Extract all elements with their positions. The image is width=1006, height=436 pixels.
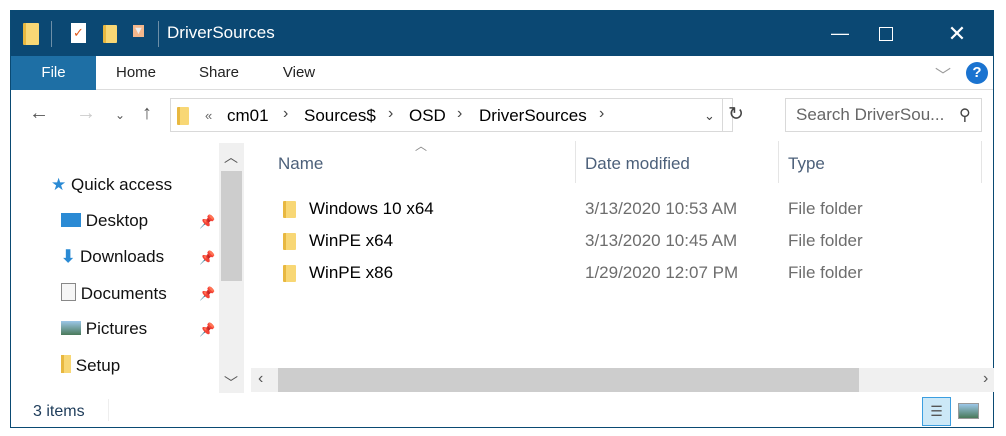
- column-header-date[interactable]: Date modified: [585, 154, 690, 173]
- sidebar-item-label: Pictures: [85, 319, 148, 338]
- column-header-name[interactable]: Name: [278, 154, 324, 173]
- tab-share[interactable]: Share: [198, 64, 240, 81]
- file-date: 3/13/2020 10:53 AM: [585, 199, 738, 218]
- address-bar[interactable]: « cm01 › Sources$ › OSD › DriverSources …: [170, 98, 744, 132]
- sidebar-item-label: Setup: [75, 356, 121, 375]
- status-item-count: 3 items: [33, 403, 85, 420]
- minimize-button[interactable]: —: [831, 23, 849, 43]
- sidebar-item-label: Desktop: [85, 211, 149, 230]
- scrollbar-thumb[interactable]: [221, 171, 242, 281]
- folder-icon: [283, 233, 296, 250]
- breadcrumb-cm01[interactable]: cm01: [227, 106, 269, 125]
- window-title: DriverSources: [167, 23, 275, 42]
- breadcrumb-osd[interactable]: OSD: [409, 106, 446, 125]
- chevron-right-icon[interactable]: ›: [283, 105, 289, 122]
- breadcrumb-driversources[interactable]: DriverSources: [479, 106, 587, 125]
- folder-icon: [23, 23, 39, 45]
- address-dropdown-icon[interactable]: ⌄: [704, 108, 715, 123]
- tab-home[interactable]: Home: [115, 64, 156, 81]
- tab-view[interactable]: View: [282, 64, 316, 81]
- up-button[interactable]: ↑: [142, 102, 152, 124]
- properties-icon[interactable]: ✓: [71, 23, 86, 43]
- sidebar-item-label: Quick access: [70, 175, 173, 194]
- ribbon: File Home Share View ﹀ ?: [11, 56, 993, 90]
- sidebar-item-label: Downloads: [79, 247, 165, 266]
- desktop-icon: [61, 213, 81, 227]
- file-type: File folder: [788, 199, 863, 218]
- navigation-pane: ★ Quick access Desktop 📌 ⬇ Downloads 📌 D…: [11, 142, 247, 392]
- expand-ribbon-icon[interactable]: ﹀: [935, 68, 952, 85]
- scrollbar-thumb[interactable]: [278, 368, 859, 392]
- title-bar: ✓ ▼ DriverSources — ✕: [11, 11, 993, 56]
- sidebar-item-pictures[interactable]: Pictures: [61, 319, 147, 339]
- download-icon: ⬇: [61, 247, 76, 266]
- column-header-type[interactable]: Type: [788, 154, 825, 173]
- file-name[interactable]: WinPE x64: [309, 231, 394, 250]
- sidebar-item-desktop[interactable]: Desktop: [61, 211, 148, 231]
- horizontal-scrollbar[interactable]: ‹ ›: [251, 368, 994, 392]
- sidebar-item-downloads[interactable]: ⬇ Downloads: [61, 247, 164, 267]
- pin-icon[interactable]: 📌: [199, 322, 216, 337]
- file-type: File folder: [788, 263, 863, 282]
- sidebar-item-setup[interactable]: Setup: [61, 355, 120, 376]
- sort-ascending-icon: ︿: [415, 139, 428, 153]
- folder-icon: [61, 355, 71, 373]
- breadcrumb-sources[interactable]: Sources$: [304, 106, 376, 125]
- sidebar-item-label: Documents: [80, 284, 167, 303]
- folder-icon: [283, 201, 296, 218]
- file-name[interactable]: WinPE x86: [309, 263, 394, 282]
- file-type: File folder: [788, 231, 863, 250]
- search-icon: ⚲: [959, 107, 971, 124]
- folder-icon: [283, 265, 296, 282]
- documents-icon: [61, 283, 76, 301]
- details-view-button[interactable]: ☰: [922, 397, 951, 426]
- refresh-icon[interactable]: ↻: [728, 104, 744, 125]
- overflow-chevron[interactable]: «: [205, 108, 213, 123]
- pin-icon[interactable]: 📌: [199, 214, 216, 229]
- chevron-right-icon[interactable]: ›: [599, 105, 605, 122]
- large-icons-view-button[interactable]: [958, 403, 979, 419]
- sidebar-scrollbar[interactable]: ︿ ﹀: [219, 143, 244, 393]
- pin-icon[interactable]: 📌: [199, 250, 216, 265]
- new-folder-icon[interactable]: [103, 25, 117, 43]
- help-button[interactable]: ?: [966, 62, 988, 84]
- file-date: 1/29/2020 12:07 PM: [585, 263, 739, 282]
- file-date: 3/13/2020 10:45 AM: [585, 231, 738, 250]
- pictures-icon: [61, 321, 81, 335]
- close-button[interactable]: ✕: [947, 21, 967, 46]
- sidebar-item-quick-access[interactable]: ★ Quick access: [51, 175, 173, 194]
- chevron-right-icon[interactable]: ›: [388, 105, 394, 122]
- file-name[interactable]: Windows 10 x64: [309, 199, 434, 218]
- back-button[interactable]: ←: [29, 102, 49, 124]
- pin-icon[interactable]: 📌: [199, 286, 216, 301]
- customize-toolbar-chevron-icon[interactable]: ▼: [133, 25, 144, 37]
- forward-button[interactable]: →: [76, 102, 96, 124]
- sidebar-item-documents[interactable]: Documents: [61, 283, 167, 304]
- recent-locations-chevron-icon[interactable]: ⌄: [115, 108, 126, 122]
- navigation-bar: ← → ⌄ ↑ « cm01 › Sources$ › OSD › Driver…: [11, 97, 993, 137]
- explorer-window: ✓ ▼ DriverSources — ✕ File Home Share Vi…: [10, 10, 994, 428]
- search-input[interactable]: Search DriverSou...: [785, 98, 982, 132]
- folder-icon: [177, 107, 189, 125]
- maximize-button[interactable]: [863, 11, 909, 56]
- tab-file[interactable]: File: [11, 56, 96, 90]
- chevron-right-icon[interactable]: ›: [457, 105, 463, 122]
